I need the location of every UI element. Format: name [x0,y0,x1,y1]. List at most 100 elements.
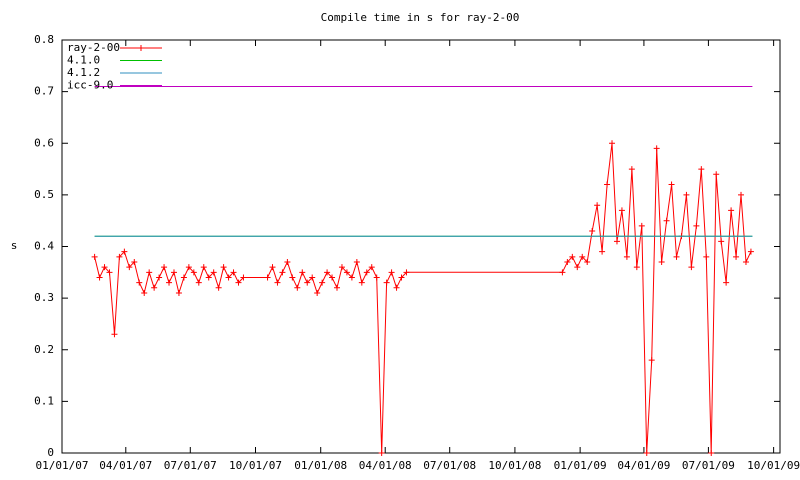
y-tick-label: 0.2 [34,343,54,356]
point-marker [663,217,670,224]
point-marker [358,279,365,286]
y-tick-label: 0.4 [34,240,54,253]
plot-border [61,39,781,454]
point-marker [723,279,730,286]
point-marker [683,191,690,198]
point-marker [195,279,202,286]
point-marker [604,181,611,188]
point-marker [269,264,276,271]
point-marker [205,274,212,281]
point-marker [324,269,331,276]
legend-label: ray-2-00 [67,41,120,54]
point-marker [398,274,405,281]
point-marker [319,279,326,286]
x-tick-label: 10/01/09 [747,459,800,472]
point-marker [403,269,410,276]
point-marker [738,191,745,198]
point-marker [728,207,735,214]
point-marker [628,166,635,173]
x-tick-label: 01/01/08 [294,459,347,472]
point-marker [264,274,271,281]
point-marker [638,222,645,229]
point-marker [673,253,680,260]
point-marker [180,274,187,281]
point-marker [274,279,281,286]
x-tick-label: 07/01/08 [423,459,476,472]
point-marker [161,264,168,271]
point-marker [116,253,123,260]
point-marker [156,274,163,281]
point-marker [618,207,625,214]
point-marker [304,279,311,286]
point-marker [574,264,581,271]
point-marker [235,279,242,286]
point-marker [294,284,301,291]
point-marker [126,264,133,271]
point-marker [599,248,606,255]
point-marker [329,274,336,281]
point-marker [106,269,113,276]
point-marker [718,238,725,245]
point-marker [363,269,370,276]
point-marker [693,222,700,229]
legend-label: 4.1.0 [67,54,100,67]
point-marker [215,284,222,291]
point-marker [166,279,173,286]
point-marker [343,269,350,276]
point-marker [170,269,177,276]
legend-label: 4.1.2 [67,66,100,79]
point-marker [230,269,237,276]
point-marker [613,238,620,245]
point-marker [688,264,695,271]
point-marker [373,274,380,281]
point-marker [569,253,576,260]
x-tick-label: 01/01/09 [554,459,607,472]
point-marker [334,284,341,291]
y-tick-label: 0.8 [34,33,54,46]
x-tick-label: 04/01/08 [359,459,412,472]
point-marker [225,274,232,281]
legend-label: icc-9.0 [67,79,113,92]
point-marker [96,274,103,281]
y-tick-label: 0.3 [34,291,54,304]
y-tick-label: 0.7 [34,85,54,98]
point-marker [648,357,655,364]
point-marker [210,269,217,276]
point-marker [175,289,182,296]
point-marker [713,171,720,178]
point-marker [279,269,286,276]
point-marker [220,264,227,271]
point-marker [284,258,291,265]
point-marker [609,140,616,147]
point-marker [643,450,650,456]
x-tick-label: 10/01/07 [229,459,282,472]
x-tick-label: 01/01/07 [36,459,89,472]
point-marker [584,258,591,265]
x-tick-label: 07/01/07 [164,459,217,472]
point-marker [658,258,665,265]
point-marker [136,279,143,286]
point-marker [668,181,675,188]
point-marker [742,258,749,265]
point-marker [589,228,596,235]
x-tick-label: 04/01/07 [99,459,152,472]
point-marker [368,264,375,271]
point-marker [314,289,321,296]
point-marker [383,279,390,286]
point-marker [299,269,306,276]
series-line [94,143,752,454]
point-marker [141,289,148,296]
point-marker [708,450,715,456]
point-marker [91,253,98,260]
x-tick-label: 07/01/09 [682,459,735,472]
y-tick-label: 0.1 [34,394,54,407]
point-marker [559,269,566,276]
point-marker [309,274,316,281]
point-marker [348,274,355,281]
chart-title: Compile time in s for ray-2-00 [321,11,520,24]
y-tick-label: 0.6 [34,136,54,149]
point-marker [190,269,197,276]
point-marker [747,248,754,255]
